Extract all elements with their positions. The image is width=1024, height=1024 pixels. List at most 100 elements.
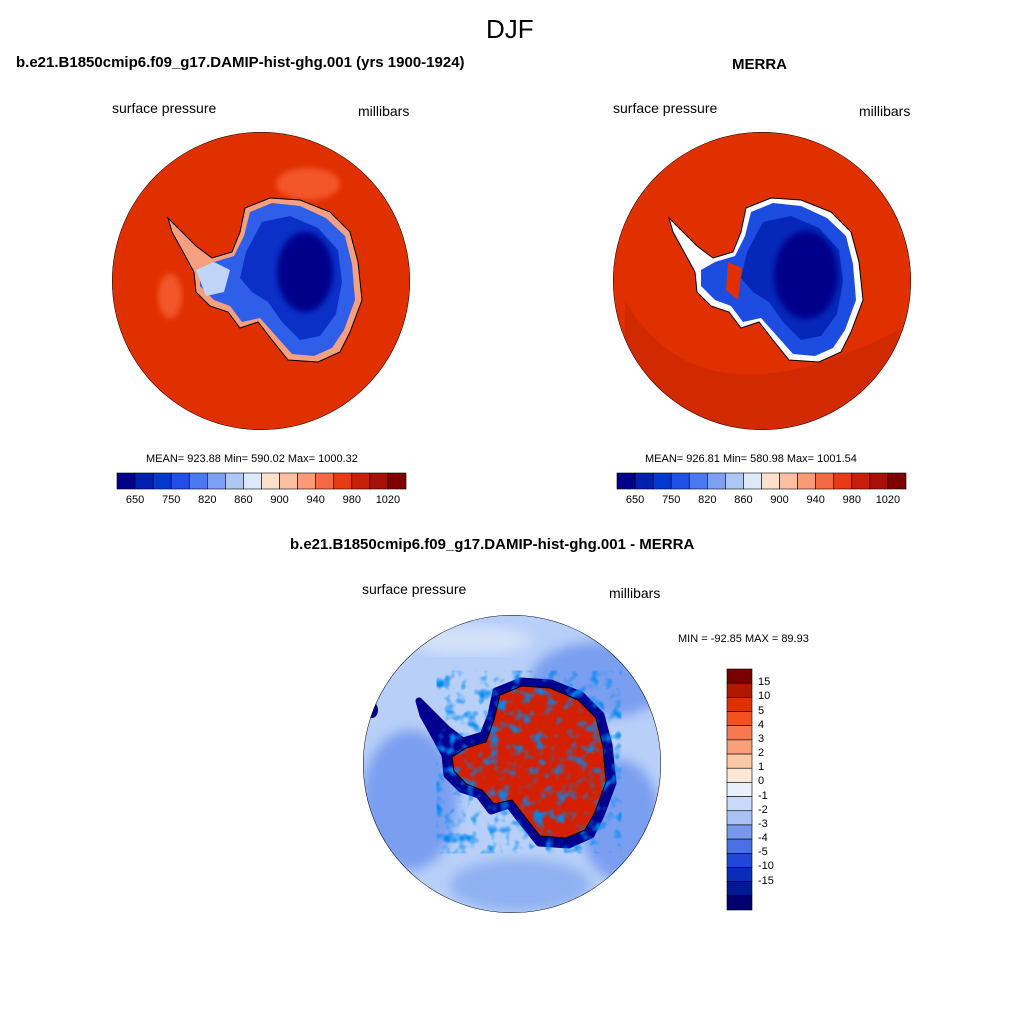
colorbar-tick-label: 2 — [758, 747, 765, 760]
colorbar-swatch — [726, 838, 753, 854]
colorbar-tick-label: 980 — [842, 494, 861, 506]
panel-3-map — [363, 615, 661, 913]
colorbar-swatch — [743, 472, 762, 490]
colorbar-swatch — [616, 472, 636, 490]
colorbar-swatch — [726, 867, 753, 882]
panel-1-colorbar — [116, 472, 407, 490]
colorbar-tick-label: 750 — [662, 494, 681, 506]
colorbar-tick-label: 15 — [758, 676, 771, 689]
colorbar-swatch — [243, 472, 262, 490]
panel-2-title: MERRA — [732, 56, 787, 73]
colorbar-swatch — [833, 472, 853, 490]
panel-1-variable-label: surface pressure — [112, 100, 217, 116]
panel-3-colorbar — [726, 668, 753, 911]
panel-2-map — [613, 132, 911, 430]
colorbar-swatch — [726, 739, 753, 755]
panel-1-title: b.e21.B1850cmip6.f09_g17.DAMIP-hist-ghg.… — [16, 54, 465, 71]
colorbar-tick-label: -1 — [758, 789, 768, 802]
colorbar-swatch — [726, 852, 753, 868]
panel-2-units-label: millibars — [859, 103, 911, 119]
colorbar-tick-label: 3 — [758, 732, 765, 745]
figure-title: DJF — [486, 14, 534, 44]
colorbar-swatch — [261, 472, 280, 490]
colorbar-swatch — [351, 472, 371, 490]
colorbar-tick-label: 4 — [758, 718, 765, 731]
colorbar-tick-label: 1 — [758, 761, 765, 774]
colorbar-swatch — [726, 682, 753, 698]
colorbar-tick-label: 0 — [758, 775, 765, 788]
colorbar-swatch — [726, 697, 753, 712]
colorbar-swatch — [707, 472, 726, 490]
colorbar-swatch — [152, 472, 172, 490]
colorbar-swatch — [116, 472, 136, 490]
colorbar-swatch — [726, 725, 753, 741]
colorbar-swatch — [134, 472, 154, 490]
colorbar-tick-label: 940 — [806, 494, 825, 506]
colorbar-swatch — [207, 472, 226, 490]
colorbar-tick-label: 860 — [234, 494, 253, 506]
panel-1-map — [112, 132, 410, 430]
colorbar-tick-label: -3 — [758, 817, 768, 830]
panel-3-units-label: millibars — [609, 585, 661, 601]
colorbar-swatch — [634, 472, 654, 490]
colorbar-swatch — [815, 472, 835, 490]
colorbar-tick-label: 860 — [734, 494, 753, 506]
colorbar-tick-label: -10 — [758, 860, 774, 873]
panel-3-variable-label: surface pressure — [362, 581, 467, 597]
colorbar-tick-label: 820 — [698, 494, 717, 506]
colorbar-swatch — [188, 472, 208, 490]
panel-2-stats: MEAN= 926.81 Min= 580.98 Max= 1001.54 — [645, 453, 857, 465]
panel-2-colorbar — [616, 472, 907, 490]
colorbar-swatch — [726, 810, 753, 826]
colorbar-swatch — [726, 881, 753, 897]
colorbar-swatch — [779, 472, 798, 490]
colorbar-swatch — [726, 796, 753, 812]
colorbar-tick-label: 650 — [125, 494, 145, 506]
colorbar-swatch — [761, 472, 780, 490]
colorbar-swatch — [869, 472, 889, 490]
colorbar-tick-label: 1020 — [375, 494, 401, 506]
colorbar-swatch — [279, 472, 298, 490]
colorbar-swatch — [851, 472, 871, 490]
colorbar-tick-label: 980 — [342, 494, 361, 506]
colorbar-swatch — [315, 472, 335, 490]
colorbar-tick-label: 820 — [198, 494, 217, 506]
colorbar-swatch — [726, 895, 753, 911]
colorbar-swatch — [797, 472, 816, 490]
panel-3-title: b.e21.B1850cmip6.f09_g17.DAMIP-hist-ghg.… — [290, 536, 695, 553]
colorbar-tick-label: 900 — [270, 494, 289, 506]
colorbar-tick-label: 10 — [758, 690, 771, 703]
colorbar-swatch — [726, 767, 753, 783]
colorbar-swatch — [670, 472, 690, 490]
colorbar-swatch — [170, 472, 190, 490]
colorbar-tick-label: -4 — [758, 832, 768, 845]
panel-2-variable-label: surface pressure — [613, 100, 718, 116]
colorbar-tick-label: 940 — [306, 494, 325, 506]
colorbar-swatch — [726, 711, 753, 727]
colorbar-swatch — [387, 472, 407, 490]
colorbar-swatch — [726, 824, 753, 840]
colorbar-tick-label: 5 — [758, 704, 765, 717]
colorbar-tick-label: 1020 — [875, 494, 901, 506]
colorbar-swatch — [726, 753, 753, 769]
colorbar-tick-label: -5 — [758, 846, 768, 859]
colorbar-swatch — [725, 472, 744, 490]
colorbar-swatch — [333, 472, 353, 490]
colorbar-swatch — [297, 472, 316, 490]
colorbar-swatch — [225, 472, 244, 490]
colorbar-tick-label: 750 — [162, 494, 181, 506]
colorbar-swatch — [652, 472, 672, 490]
colorbar-tick-label: 900 — [770, 494, 789, 506]
panel-1-units-label: millibars — [358, 103, 410, 119]
colorbar-tick-label: -15 — [758, 874, 774, 887]
colorbar-tick-label: 650 — [625, 494, 645, 506]
colorbar-swatch — [887, 472, 907, 490]
colorbar-swatch — [369, 472, 389, 490]
panel-3-stats: MIN = -92.85 MAX = 89.93 — [678, 633, 809, 645]
colorbar-swatch — [726, 782, 753, 797]
panel-1-stats: MEAN= 923.88 Min= 590.02 Max= 1000.32 — [146, 453, 358, 465]
colorbar-swatch — [688, 472, 708, 490]
colorbar-tick-label: -2 — [758, 803, 768, 816]
colorbar-swatch — [726, 668, 753, 684]
